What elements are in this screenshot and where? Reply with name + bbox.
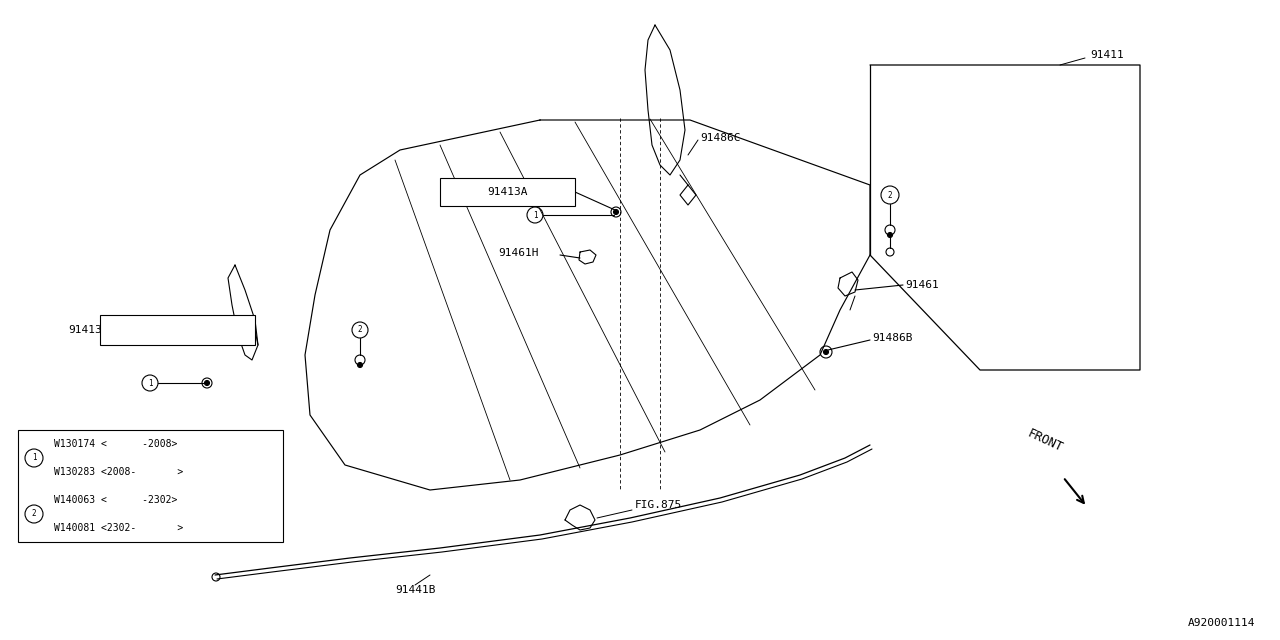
Bar [100, 315, 255, 345]
Text: 91441B: 91441B [394, 585, 435, 595]
Circle shape [205, 381, 210, 385]
Text: 1: 1 [532, 211, 538, 220]
Circle shape [613, 209, 618, 214]
Circle shape [357, 362, 362, 367]
Text: 1: 1 [147, 378, 152, 387]
Text: 91486B: 91486B [872, 333, 913, 343]
Text: 91461: 91461 [905, 280, 938, 290]
Text: FIG.875: FIG.875 [635, 500, 682, 510]
Text: A920001114: A920001114 [1188, 618, 1254, 628]
Text: 2: 2 [888, 191, 892, 200]
Text: 91413A: 91413A [488, 187, 527, 197]
Text: 2: 2 [357, 326, 362, 335]
Text: 1: 1 [32, 454, 36, 463]
Text: 2: 2 [32, 509, 36, 518]
Text: W130174 <      -2008>: W130174 < -2008> [54, 439, 178, 449]
Bar [440, 178, 575, 206]
Text: W140081 <2302-       >: W140081 <2302- > [54, 523, 183, 533]
Text: 91413: 91413 [68, 325, 101, 335]
Text: 91411: 91411 [1091, 50, 1124, 60]
Text: 91486C: 91486C [700, 133, 741, 143]
Text: FRONT: FRONT [1025, 428, 1065, 455]
Text: 91461H: 91461H [498, 248, 539, 258]
Text: W130283 <2008-       >: W130283 <2008- > [54, 467, 183, 477]
Circle shape [887, 232, 892, 237]
Circle shape [823, 349, 828, 355]
Text: W140063 <      -2302>: W140063 < -2302> [54, 495, 178, 505]
Bar [18, 430, 283, 542]
